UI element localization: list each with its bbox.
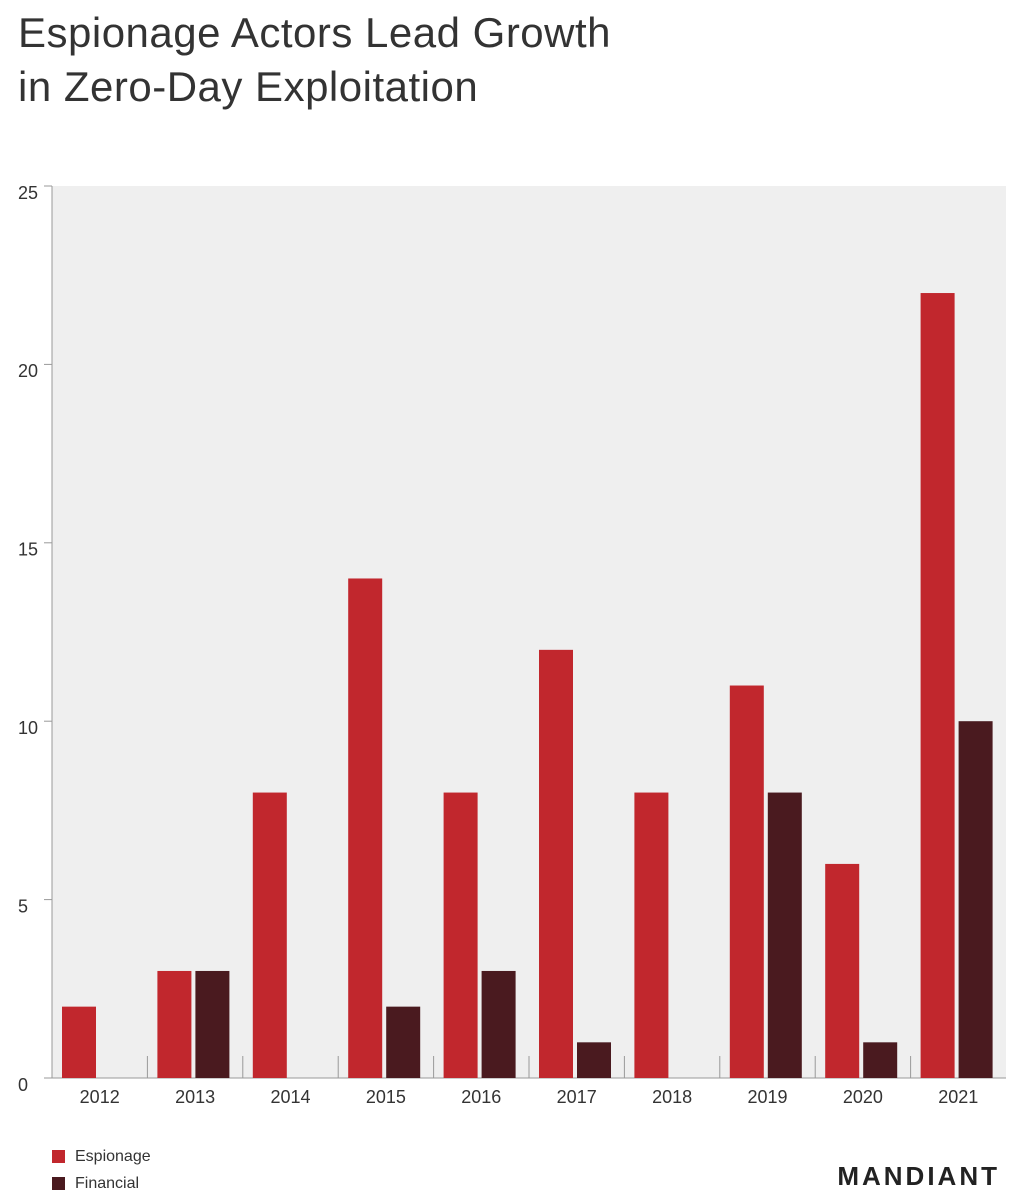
- bar: [252, 792, 287, 1078]
- bar: [634, 792, 669, 1078]
- chart-title: Espionage Actors Lead Growth in Zero-Day…: [18, 9, 612, 110]
- plot-background: [52, 186, 1006, 1078]
- bar: [863, 1042, 898, 1078]
- x-tick-label: 2016: [461, 1087, 501, 1107]
- logo: MANDIANT: [837, 1161, 1000, 1191]
- bar: [539, 649, 573, 1078]
- bar: [157, 970, 192, 1078]
- legend-label: Financial: [75, 1175, 139, 1192]
- bar: [958, 721, 993, 1078]
- bar: [443, 792, 478, 1078]
- legend-swatch: [52, 1150, 65, 1163]
- x-tick-label: 2014: [270, 1087, 310, 1107]
- bar: [386, 1006, 421, 1078]
- bar: [767, 792, 802, 1078]
- y-tick-label: 20: [18, 361, 38, 381]
- bar: [729, 685, 764, 1078]
- bar: [577, 1042, 611, 1078]
- x-tick-label: 2020: [843, 1087, 883, 1107]
- x-tick-label: 2019: [747, 1087, 787, 1107]
- bar: [195, 970, 230, 1078]
- bar: [825, 863, 860, 1078]
- legend-label: Espionage: [75, 1148, 151, 1165]
- bar: [920, 293, 955, 1078]
- bar: [481, 970, 516, 1078]
- y-tick-label: 15: [18, 540, 38, 560]
- y-tick-label: 10: [18, 718, 38, 738]
- y-tick-label: 5: [18, 896, 28, 916]
- x-tick-label: 2017: [557, 1087, 597, 1107]
- x-tick-label: 2015: [366, 1087, 406, 1107]
- y-tick-label: 0: [18, 1075, 28, 1095]
- bar: [348, 578, 383, 1078]
- y-tick-label: 25: [18, 183, 38, 203]
- legend-swatch: [52, 1177, 65, 1190]
- x-tick-label: 2021: [938, 1087, 978, 1107]
- x-tick-label: 2018: [652, 1087, 692, 1107]
- bar: [62, 1006, 96, 1078]
- x-tick-label: 2013: [175, 1087, 215, 1107]
- x-tick-label: 2012: [80, 1087, 120, 1107]
